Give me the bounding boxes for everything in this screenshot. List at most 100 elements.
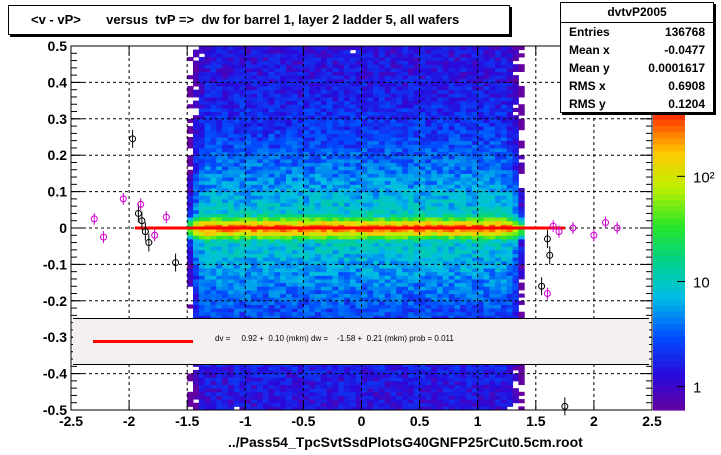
heatmap-cell: [402, 89, 409, 94]
heatmap-cell: [466, 147, 473, 153]
heatmap-cell: [390, 187, 397, 193]
heatmap-cell: [349, 282, 357, 287]
heatmap-cell: [349, 122, 357, 127]
heatmap-cell: [344, 249, 351, 254]
heatmap-cell: [280, 391, 287, 396]
heatmap-cell: [297, 96, 304, 102]
heatmap-cell: [390, 399, 397, 404]
heatmap-cell: [349, 399, 357, 404]
heatmap-cell: [285, 209, 293, 214]
heatmap-cell: [448, 268, 455, 273]
heatmap-cell: [431, 78, 438, 83]
heatmap-cell: [303, 315, 310, 320]
heatmap-cell: [303, 249, 310, 254]
heatmap-cell: [239, 282, 246, 287]
heatmap-cell: [471, 402, 479, 407]
heatmap-cell: [332, 169, 339, 174]
heatmap-cell: [297, 220, 304, 225]
heatmap-cell: [245, 246, 252, 251]
heatmap-cell: [355, 180, 362, 185]
heatmap-cell: [413, 228, 421, 233]
heatmap-cell: [251, 220, 258, 225]
heatmap-cell: [425, 187, 432, 193]
heatmap-cell: [233, 140, 240, 145]
heatmap-cell: [338, 282, 345, 287]
heatmap-cell: [274, 162, 281, 167]
heatmap-cell: [349, 278, 357, 284]
heatmap-cell: [227, 286, 235, 291]
heatmap-cell: [227, 308, 235, 313]
heatmap-cell: [477, 264, 485, 269]
heatmap-cell: [280, 126, 287, 131]
heatmap-cell: [407, 180, 415, 185]
heatmap-cell: [262, 96, 270, 102]
heatmap-cell: [262, 388, 270, 393]
heatmap-cell: [396, 56, 403, 62]
heatmap-cell: [419, 391, 426, 396]
heatmap-cell: [361, 300, 368, 305]
heatmap-cell: [437, 151, 444, 156]
heatmap-cell: [274, 293, 281, 298]
heatmap-cell: [344, 191, 351, 196]
heatmap-cell: [210, 191, 217, 196]
heatmap-cell: [239, 89, 246, 94]
heatmap-cell: [210, 228, 217, 233]
heatmap-cell: [315, 402, 322, 407]
heatmap-cell: [326, 133, 333, 138]
heatmap-cell: [256, 115, 264, 120]
heatmap-cell: [315, 278, 322, 284]
heatmap-cell: [233, 67, 240, 72]
heatmap-cell: [198, 118, 206, 123]
heatmap-cell: [396, 60, 403, 65]
heatmap-cell: [355, 308, 362, 313]
heatmap-cell: [338, 264, 345, 269]
heatmap-cell: [460, 93, 467, 98]
heatmap-cell: [454, 315, 461, 320]
heatmap-cell: [239, 137, 246, 142]
heatmap-cell: [390, 180, 397, 185]
heatmap-cell: [448, 217, 455, 222]
heatmap-cell: [361, 293, 368, 298]
heatmap-cell: [466, 198, 473, 204]
heatmap-cell: [297, 293, 304, 298]
heatmap-cell: [367, 82, 374, 87]
heatmap-cell: [193, 155, 200, 160]
heatmap-cell: [437, 399, 444, 404]
heatmap-cell: [338, 75, 345, 80]
heatmap-cell: [198, 158, 206, 163]
heatmap-cell: [437, 104, 444, 109]
heatmap-cell: [309, 275, 316, 280]
heatmap-cell: [349, 86, 357, 91]
heatmap-cell: [251, 195, 258, 200]
heatmap-cell: [262, 155, 270, 160]
heatmap-cell: [349, 162, 357, 167]
heatmap-cell: [268, 115, 275, 120]
heatmap-cell: [338, 78, 345, 83]
heatmap-cell: [198, 242, 206, 247]
heatmap-cell: [268, 75, 275, 80]
heatmap-cell: [233, 115, 240, 120]
heatmap-cell: [355, 275, 362, 280]
heatmap-cell: [245, 315, 252, 320]
heatmap-cell: [297, 184, 304, 189]
heatmap-cell: [216, 195, 223, 200]
heatmap-cell: [320, 402, 328, 407]
heatmap-cell: [268, 46, 275, 51]
heatmap-cell: [431, 126, 438, 131]
heatmap-cell: [442, 140, 450, 145]
heatmap-cell: [193, 64, 200, 69]
heatmap-cell: [373, 166, 380, 171]
heatmap-cell: [326, 166, 333, 171]
heatmap-cell: [419, 111, 426, 116]
heatmap-cell: [361, 268, 368, 273]
heatmap-cell: [373, 169, 380, 174]
heatmap-cell: [320, 406, 328, 411]
heatmap-cell: [326, 391, 333, 396]
heatmap-cell: [390, 118, 397, 123]
heatmap-cell: [262, 137, 270, 142]
heatmap-cell: [210, 169, 217, 174]
heatmap-cell: [233, 260, 240, 265]
heatmap-cell: [245, 173, 252, 178]
heatmap-cell: [233, 373, 240, 378]
heatmap-cell: [227, 268, 235, 273]
